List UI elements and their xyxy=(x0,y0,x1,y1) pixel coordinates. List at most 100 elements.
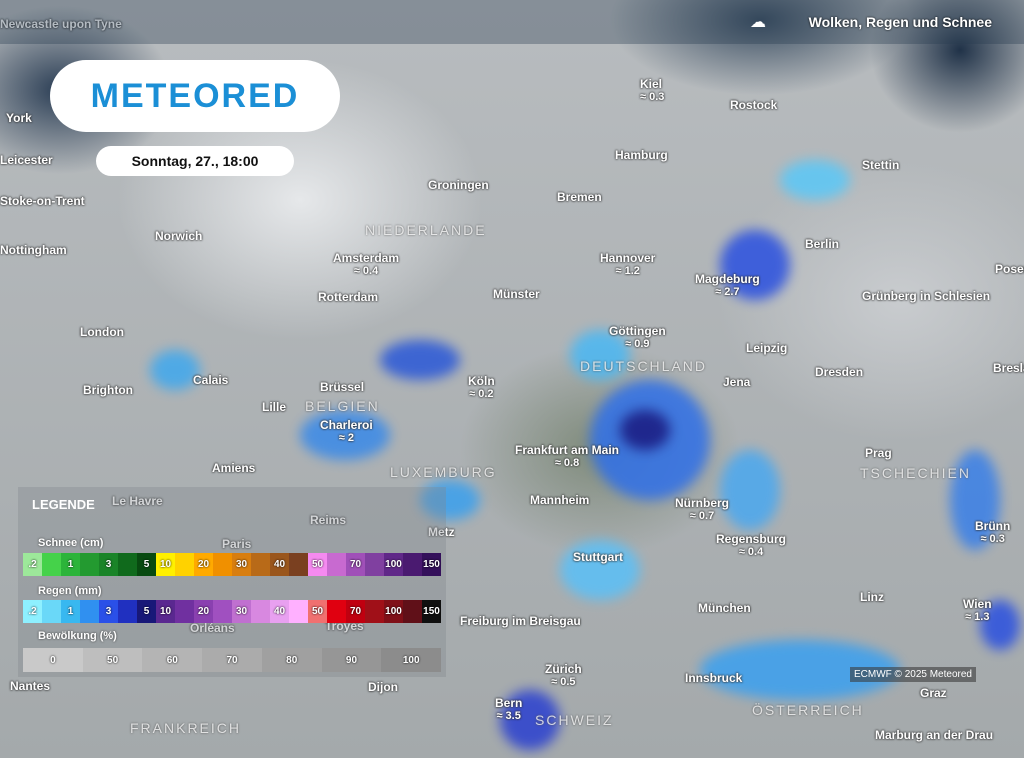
city-label[interactable]: Stettin xyxy=(862,158,899,172)
city-label[interactable]: Prag xyxy=(865,446,892,460)
city-label[interactable]: Amiens xyxy=(212,461,255,475)
snow-scale-cell: 30 xyxy=(232,553,251,576)
city-label[interactable]: Rotterdam xyxy=(318,290,378,304)
city-label[interactable]: Le Havre xyxy=(112,494,163,508)
city-label[interactable]: Münster xyxy=(493,287,540,301)
city-label[interactable]: Graz xyxy=(920,686,947,700)
city-label[interactable]: Köln ≈ 0.2 xyxy=(468,374,495,400)
city-label[interactable]: Posen xyxy=(995,262,1024,276)
snow-scale-cell xyxy=(289,553,308,576)
country-label: DEUTSCHLAND xyxy=(580,358,708,374)
snow-scale-cell: 70 xyxy=(346,553,365,576)
city-name: Köln xyxy=(468,374,495,388)
city-name: York xyxy=(6,111,32,125)
snow-scale-cell: .2 xyxy=(23,553,42,576)
precipitation-area xyxy=(980,600,1020,650)
rain-scale-cell: 5 xyxy=(137,600,156,623)
city-label[interactable]: Brünn ≈ 0.3 xyxy=(975,519,1010,545)
city-label[interactable]: Norwich xyxy=(155,229,202,243)
city-label[interactable]: Nürnberg ≈ 0.7 xyxy=(675,496,729,522)
snow-scale-cell xyxy=(213,553,232,576)
cloud-scale-cell: 100 xyxy=(381,648,442,672)
rain-label: Regen (mm) xyxy=(38,585,102,597)
city-label[interactable]: Frankfurt am Main ≈ 0.8 xyxy=(515,443,619,469)
city-name: Brighton xyxy=(83,383,133,397)
city-label[interactable]: Hannover ≈ 1.2 xyxy=(600,251,655,277)
city-name: Stoke-on-Trent xyxy=(0,194,85,208)
city-label[interactable]: Berlin xyxy=(805,237,839,251)
rain-scale-cell: 100 xyxy=(384,600,403,623)
snow-scale-cell: 100 xyxy=(384,553,403,576)
rain-scale-cell: 1 xyxy=(61,600,80,623)
city-label[interactable]: Groningen xyxy=(428,178,489,192)
city-label[interactable]: Kiel ≈ 0.3 xyxy=(640,77,664,103)
precipitation-area xyxy=(420,480,480,520)
cloud-label: Bewölkung (%) xyxy=(38,630,117,642)
precip-amount: ≈ 0.8 xyxy=(554,457,580,469)
rain-scale-cell: 20 xyxy=(194,600,213,623)
city-label[interactable]: Innsbruck xyxy=(685,671,742,685)
city-name: Groningen xyxy=(428,178,489,192)
city-label[interactable]: Breslau xyxy=(993,361,1024,375)
city-label[interactable]: Grünberg in Schlesien xyxy=(862,289,990,303)
legend: LEGENDE Schnee (cm) .2 1 3 5 10 20 30 40 50 70 100… xyxy=(18,487,446,677)
city-name: Wien xyxy=(963,597,992,611)
city-label[interactable]: Dijon xyxy=(368,680,398,694)
city-label[interactable]: Nantes xyxy=(10,679,50,693)
city-label[interactable]: Jena xyxy=(723,375,750,389)
city-name: Stuttgart xyxy=(573,550,623,564)
city-label[interactable]: Brighton xyxy=(83,383,133,397)
precip-amount: ≈ 2.7 xyxy=(715,286,740,298)
city-label[interactable]: Regensburg ≈ 0.4 xyxy=(716,532,786,558)
city-label[interactable]: Paris xyxy=(222,537,251,551)
city-label[interactable]: Freiburg im Breisgau xyxy=(460,614,581,628)
city-label[interactable]: Leicester xyxy=(0,153,53,167)
snow-scale-cell: 50 xyxy=(308,553,327,576)
city-label[interactable]: London xyxy=(80,325,124,339)
precipitation-area xyxy=(150,350,200,390)
city-label[interactable]: Leipzig xyxy=(746,341,787,355)
city-label[interactable]: Marburg an der Drau xyxy=(875,728,993,742)
country-label: SCHWEIZ xyxy=(535,712,614,728)
country-label: LUXEMBURG xyxy=(390,464,497,480)
precipitation-area xyxy=(950,450,1000,550)
city-label[interactable]: Orléans xyxy=(190,621,235,635)
city-label[interactable]: Stuttgart xyxy=(573,550,623,564)
rain-scale-cell xyxy=(175,600,194,623)
city-label[interactable]: Stoke-on-Trent xyxy=(0,194,85,208)
city-label[interactable]: Newcastle upon Tyne xyxy=(0,17,122,31)
city-name: Linz xyxy=(860,590,884,604)
city-label[interactable]: Wien ≈ 1.3 xyxy=(963,597,992,623)
city-name: London xyxy=(80,325,124,339)
city-name: Jena xyxy=(723,375,751,389)
city-label[interactable]: Mannheim xyxy=(530,493,589,507)
city-label[interactable]: Rostock xyxy=(730,98,777,112)
city-label[interactable]: Magdeburg ≈ 2.7 xyxy=(695,272,760,298)
city-label[interactable]: Linz xyxy=(860,590,884,604)
city-name: Berlin xyxy=(805,237,840,251)
snow-scale-cell: 1 xyxy=(61,553,80,576)
snow-scale-cell xyxy=(365,553,384,576)
city-label[interactable]: Bremen xyxy=(557,190,602,204)
city-label[interactable]: Lille xyxy=(262,400,286,414)
rain-scale-cell xyxy=(327,600,346,623)
snow-scale-cell xyxy=(175,553,194,576)
city-label[interactable]: Brüssel xyxy=(320,380,364,394)
city-label[interactable]: York xyxy=(6,111,32,125)
city-name: Zürich xyxy=(545,662,582,676)
city-label[interactable]: Reims xyxy=(310,513,346,527)
city-label[interactable]: Calais xyxy=(193,373,228,387)
city-label[interactable]: Göttingen ≈ 0.9 xyxy=(609,324,666,350)
city-label[interactable]: Nottingham xyxy=(0,243,67,257)
city-label[interactable]: München xyxy=(698,601,751,615)
cloud-rain-snow-icon: ☁ xyxy=(750,14,766,31)
city-label[interactable]: Dresden xyxy=(815,365,863,379)
city-label[interactable]: Bern ≈ 3.5 xyxy=(495,696,522,722)
city-label[interactable]: Zürich ≈ 0.5 xyxy=(545,662,582,688)
forecast-time[interactable]: Sonntag, 27., 18:00 xyxy=(96,146,294,176)
meteored-logo[interactable]: METEORED xyxy=(50,60,340,132)
city-label[interactable]: Hamburg xyxy=(615,148,668,162)
city-label[interactable]: Metz xyxy=(428,525,455,539)
city-label[interactable]: Amsterdam ≈ 0.4 xyxy=(333,251,399,277)
city-label[interactable]: Charleroi ≈ 2 xyxy=(320,418,373,444)
